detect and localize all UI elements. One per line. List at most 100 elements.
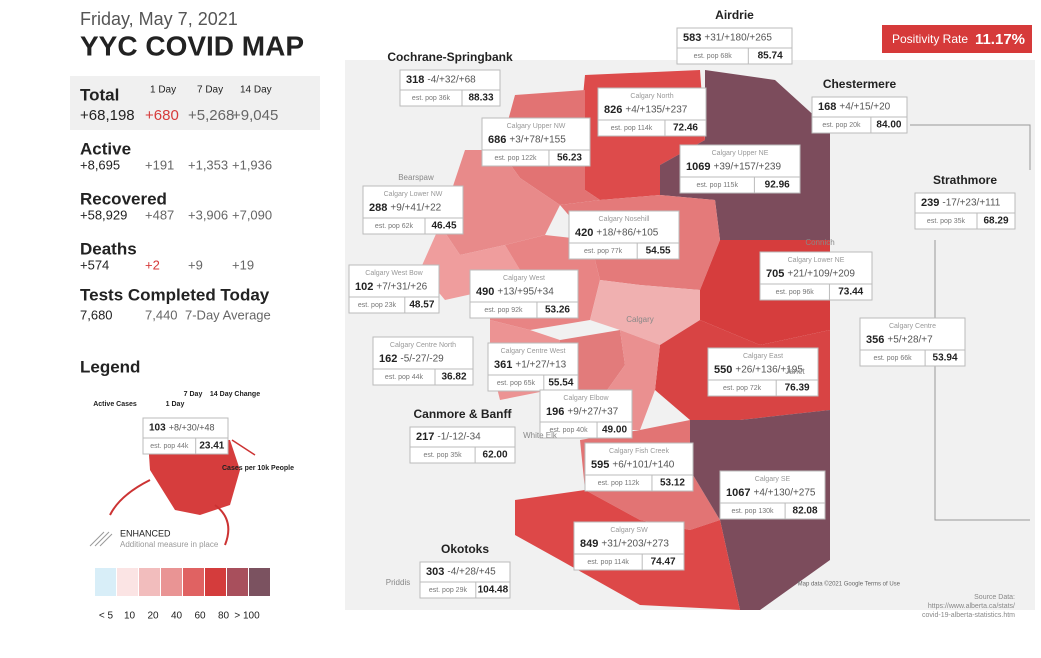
region-cases: 826 <box>604 104 622 116</box>
region-title: Canmore & Banff <box>413 407 512 421</box>
region-rate: 53.12 <box>660 478 685 489</box>
scale-swatch <box>161 568 182 596</box>
scale-swatch <box>183 568 204 596</box>
region-cases: 162 <box>379 353 397 365</box>
region-shape <box>590 280 700 345</box>
positivity-value: 11.17% <box>975 31 1025 48</box>
stat-value: +8,695 <box>80 157 120 172</box>
scale-label: 10 <box>124 611 136 622</box>
tests-average-label: 7-Day Average <box>185 307 271 322</box>
region-box <box>372 336 474 386</box>
region-change: +39/+157/+239 <box>713 162 781 173</box>
region-change: -5/-27/-29 <box>400 354 444 365</box>
region-rate: 73.44 <box>838 287 863 298</box>
region-pop: est. pop 36k <box>412 95 451 102</box>
scale-swatch <box>249 568 270 596</box>
region-name: Calgary Lower NW <box>384 191 443 198</box>
region-change: +7/+31/+26 <box>376 282 427 293</box>
region-box <box>679 144 801 194</box>
region-cases: 168 <box>818 101 836 113</box>
tests-today: 7,680 <box>80 307 113 322</box>
region-pop: est. pop 130k <box>732 508 775 515</box>
region-change: +3/+78/+155 <box>509 135 566 146</box>
region-change: -1/-12/-34 <box>437 432 481 443</box>
region-box <box>676 27 793 65</box>
region-pop: est. pop 44k <box>385 374 424 381</box>
region-rate: 55.54 <box>548 378 573 389</box>
region-box <box>399 69 501 107</box>
region-box <box>584 442 694 492</box>
map-label: Janet <box>785 367 805 376</box>
stat-value: +7,090 <box>232 207 272 222</box>
stat-value: +1,936 <box>232 157 272 172</box>
region-change: +21/+109/+209 <box>787 269 855 280</box>
region-pop: est. pop 68k <box>694 53 733 60</box>
boundary <box>910 124 1031 170</box>
region-rate: 104.48 <box>478 585 509 596</box>
region-pop: est. pop 62k <box>375 223 414 230</box>
legend-label: 1 Day <box>166 401 185 408</box>
map-credit: Map data ©2021 Google Terms of Use <box>798 581 901 588</box>
region-pop: est. pop 96k <box>776 289 815 296</box>
region-box <box>914 192 1016 230</box>
stat-label: Total <box>80 85 119 104</box>
scale-swatch <box>139 568 160 596</box>
legend-label: Cases per 10k People <box>222 465 294 472</box>
region-change: +8/+30/+48 <box>169 422 215 432</box>
region-name: Calgary West <box>503 275 545 282</box>
scale-swatch <box>95 568 116 596</box>
region-pop: est. pop 77k <box>584 248 623 255</box>
legend-label: Active Cases <box>93 401 137 408</box>
region-change: +18/+86/+105 <box>596 228 658 239</box>
region-pop: est. pop 112k <box>598 480 640 487</box>
title: YYC COVID MAP <box>80 30 304 61</box>
source: https://www.alberta.ca/stats/ <box>928 603 1015 610</box>
legend-shape <box>148 440 240 515</box>
region-cases: 595 <box>591 459 609 471</box>
scale-label: < 5 <box>99 611 114 622</box>
region-box <box>573 521 685 571</box>
region-change: +1/+27/+13 <box>515 360 566 371</box>
region-pop: est. pop 65k <box>497 380 536 387</box>
map-label: Bearspaw <box>398 173 434 182</box>
map-label: Calgary <box>626 315 654 324</box>
region-cases: 1067 <box>726 487 750 499</box>
region-name: Calgary Lower NE <box>788 257 845 264</box>
region-pop: est. pop 29k <box>429 587 468 594</box>
legend-arrow <box>214 504 230 546</box>
region-rate: 92.96 <box>765 180 790 191</box>
stat-value: +19 <box>232 257 254 272</box>
source: Source Data: <box>974 594 1015 601</box>
region-name: Calgary Nosehill <box>599 216 650 223</box>
map-label: Priddis <box>386 578 410 587</box>
region-rate: 84.00 <box>876 120 901 131</box>
region-change: -4/+28/+45 <box>447 567 496 578</box>
region-pop: est. pop 115k <box>696 182 738 189</box>
region-change: +6/+101/+140 <box>612 460 674 471</box>
tests-label: Tests Completed Today <box>80 285 270 304</box>
region-pop: est. pop 92k <box>484 307 523 314</box>
region-box <box>568 210 680 260</box>
region-cases: 550 <box>714 364 732 376</box>
region-cases: 356 <box>866 334 884 346</box>
region-rate: 88.33 <box>468 93 493 104</box>
region-rate: 23.41 <box>199 441 224 452</box>
region-cases: 361 <box>494 359 512 371</box>
column-header: 14 Day <box>240 85 272 96</box>
region-change: +13/+95/+34 <box>497 287 554 298</box>
region-pop: est. pop 23k <box>358 302 397 309</box>
region-cases: 1069 <box>686 161 710 173</box>
region-title: Strathmore <box>933 173 997 187</box>
total-bg <box>70 76 320 130</box>
region-shape <box>440 150 560 255</box>
region-change: +26/+136/+195 <box>735 365 803 376</box>
positivity-label: Positivity Rate <box>892 32 968 46</box>
stat-value: +2 <box>145 257 160 272</box>
stat-value: +680 <box>145 107 179 124</box>
region-cases: 217 <box>416 431 434 443</box>
region-rate: 36.82 <box>441 372 466 383</box>
scale-swatch <box>117 568 138 596</box>
region-box <box>469 269 579 319</box>
region-pop: est. pop 114k <box>611 125 653 132</box>
